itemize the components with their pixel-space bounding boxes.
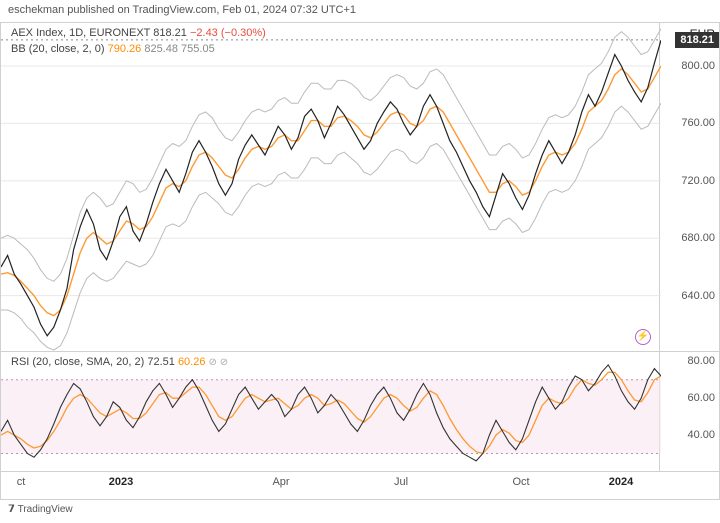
footer-brand: TradingView — [18, 504, 73, 515]
bb-lower: 755.05 — [181, 43, 215, 55]
x-tick-label: 2023 — [109, 476, 133, 488]
bb-mid: 790.26 — [108, 43, 142, 55]
x-tick-label: Apr — [272, 476, 289, 488]
rsi-settings-icon[interactable]: ⊘ ⊘ — [209, 357, 229, 368]
tradingview-logo[interactable]: 𝟳 — [8, 504, 15, 515]
x-tick-label: Oct — [512, 476, 529, 488]
y-tick-label: 680.00 — [681, 232, 715, 244]
bb-legend: BB (20, close, 2, 0) 790.26 825.48 755.0… — [11, 43, 215, 55]
flash-icon[interactable]: ⚡ — [635, 329, 651, 345]
x-tick-label: Jul — [394, 476, 408, 488]
rsi-chart-svg — [1, 352, 661, 472]
bb-label: BB (20, close, 2, 0) — [11, 43, 105, 55]
y-tick-label: 720.00 — [681, 175, 715, 187]
rsi-y-tick-label: 40.00 — [687, 429, 715, 441]
footer: 𝟳 TradingView — [0, 500, 720, 523]
current-price-tag: 818.21 — [675, 32, 719, 48]
rsi-legend: RSI (20, close, SMA, 20, 2) 72.51 60.26 … — [11, 356, 228, 368]
x-axis-time[interactable]: ct 2023 Apr Jul Oct 2024 — [0, 472, 720, 500]
rsi-y-tick-label: 60.00 — [687, 392, 715, 404]
y-axis-price[interactable]: EUR 640.00680.00720.00760.00800.00 818.2… — [660, 22, 720, 352]
symbol-label: AEX Index, 1D, EURONEXT — [11, 27, 150, 39]
last-price: 818.21 — [153, 27, 187, 39]
x-tick-label: ct — [17, 476, 26, 488]
rsi-pane[interactable]: RSI (20, close, SMA, 20, 2) 72.51 60.26 … — [0, 352, 660, 472]
rsi-value: 72.51 — [147, 356, 175, 368]
y-tick-label: 800.00 — [681, 60, 715, 72]
rsi-sma-value: 60.26 — [178, 356, 206, 368]
main-price-pane[interactable]: AEX Index, 1D, EURONEXT 818.21 −2.43 (−0… — [0, 22, 660, 352]
y-tick-label: 760.00 — [681, 117, 715, 129]
publish-header: eschekman published on TradingView.com, … — [0, 0, 720, 22]
x-tick-label: 2024 — [609, 476, 633, 488]
ticker-legend: AEX Index, 1D, EURONEXT 818.21 −2.43 (−0… — [11, 27, 266, 39]
rsi-label: RSI (20, close, SMA, 20, 2) — [11, 356, 144, 368]
y-tick-label: 640.00 — [681, 290, 715, 302]
chart-container: AEX Index, 1D, EURONEXT 818.21 −2.43 (−0… — [0, 22, 720, 523]
bb-upper: 825.48 — [144, 43, 178, 55]
main-chart-svg — [1, 23, 661, 353]
y-axis-rsi[interactable]: 40.00 60.00 80.00 — [660, 352, 720, 472]
rsi-y-tick-label: 80.00 — [687, 355, 715, 367]
price-change-pct: (−0.30%) — [221, 27, 266, 39]
price-change: −2.43 — [190, 27, 218, 39]
